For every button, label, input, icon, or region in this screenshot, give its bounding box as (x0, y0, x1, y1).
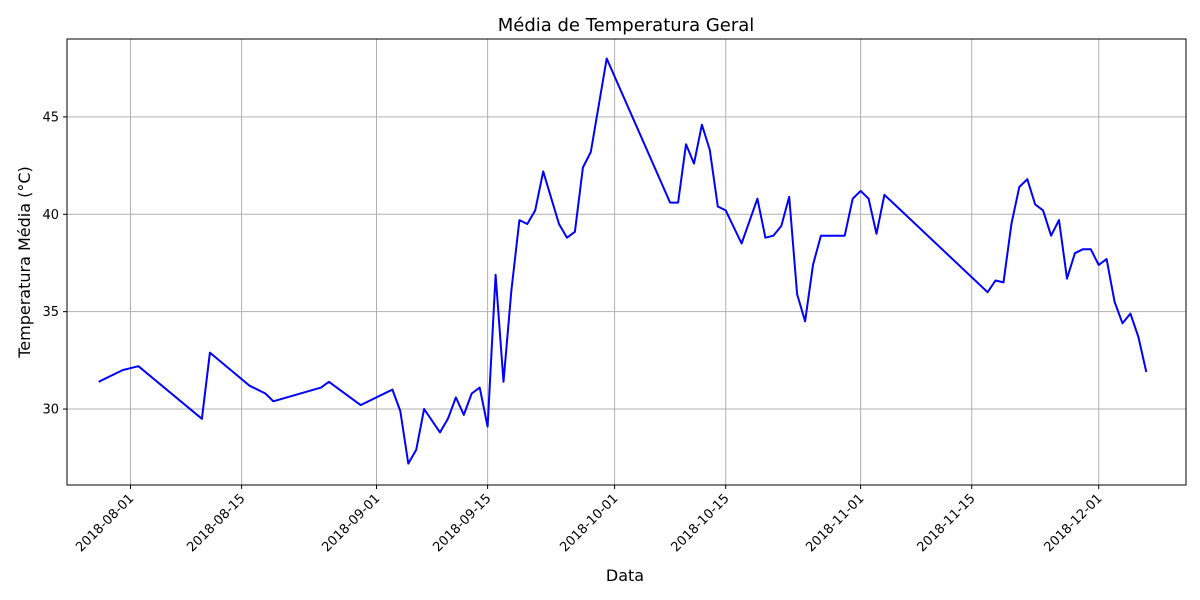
y-tick-label: 35 (42, 305, 59, 320)
chart-title: Média de Temperatura Geral (498, 15, 755, 36)
x-axis-label: Data (606, 566, 644, 585)
y-tick-label: 40 (42, 208, 59, 223)
plot-frame (66, 38, 1187, 486)
grid (67, 39, 1186, 485)
series-line (98, 57, 1148, 465)
y-tick-label: 30 (42, 403, 59, 418)
y-tick-label: 45 (42, 110, 59, 125)
y-axis-label: Temperatura Média (°C) (15, 166, 34, 359)
